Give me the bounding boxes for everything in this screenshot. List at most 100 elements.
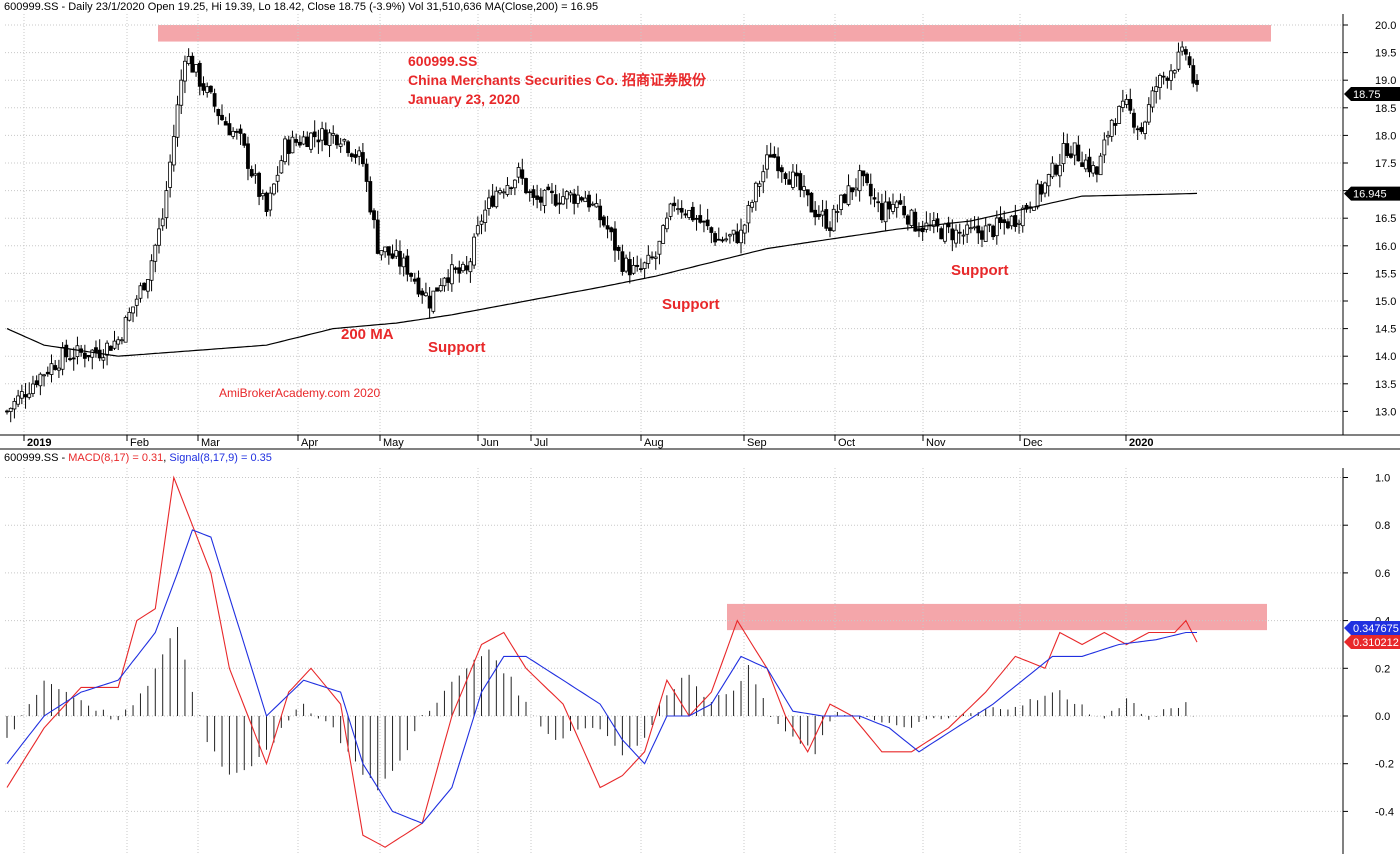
candle-body <box>954 229 958 244</box>
candle <box>924 211 929 233</box>
macd-y-tick-label: 0.2 <box>1375 663 1390 675</box>
candle-body <box>272 183 276 195</box>
candle <box>1191 58 1196 88</box>
candle <box>394 239 399 260</box>
candle-body <box>690 206 695 221</box>
candle <box>605 215 610 239</box>
candle-body <box>286 139 291 154</box>
candle <box>935 213 940 233</box>
candle-body <box>490 195 495 207</box>
candle-body <box>1102 139 1107 156</box>
candle <box>1158 73 1162 100</box>
candle-body <box>305 136 310 148</box>
candle <box>327 129 332 158</box>
candle-body <box>779 167 784 173</box>
macd-y-tick-label: -0.2 <box>1375 759 1394 771</box>
candle <box>412 272 417 285</box>
candle-body <box>1072 142 1077 156</box>
candle-body <box>312 131 317 138</box>
candle <box>694 215 699 231</box>
candle-body <box>865 173 869 184</box>
candle <box>920 220 925 242</box>
candle-body <box>194 64 198 73</box>
candle-body <box>557 202 562 205</box>
candle <box>23 383 28 409</box>
candle <box>1024 203 1029 213</box>
macd-value-badge: 0.310212 <box>1344 635 1400 649</box>
candle <box>998 206 1003 230</box>
candle-body <box>813 209 818 218</box>
candle <box>557 193 562 214</box>
candle-body <box>420 290 425 296</box>
candle <box>609 226 614 241</box>
candle <box>268 186 273 217</box>
candle-body <box>783 173 788 180</box>
candle-body <box>1183 49 1188 55</box>
candle-body <box>524 178 528 194</box>
candle-body <box>120 339 124 342</box>
candle <box>1057 153 1062 188</box>
candle <box>138 282 143 303</box>
candle <box>772 146 777 159</box>
title-date: January 23, 2020 <box>408 91 521 107</box>
candle <box>824 200 829 231</box>
candle-body <box>1154 86 1159 92</box>
price-y-tick-label: 13.5 <box>1375 379 1396 391</box>
candle-body <box>594 203 599 208</box>
candle <box>190 52 195 73</box>
candle-body <box>961 234 966 237</box>
candle-body <box>816 213 821 218</box>
candle-body <box>357 150 362 157</box>
candle-body <box>798 173 803 191</box>
candle <box>664 212 669 233</box>
candle-body <box>127 312 132 321</box>
candle-body <box>246 143 250 169</box>
candle <box>197 60 202 96</box>
candle-body <box>38 373 43 387</box>
candle <box>679 200 684 219</box>
candle <box>716 227 721 241</box>
candle <box>746 200 751 233</box>
candle-body <box>1061 143 1066 165</box>
candle <box>1035 179 1040 210</box>
candle-body <box>5 410 9 413</box>
candle <box>805 189 810 207</box>
candle-body <box>327 132 332 146</box>
candle-body <box>424 292 428 297</box>
candle <box>253 164 258 184</box>
candle-body <box>872 197 877 200</box>
candle <box>494 186 499 209</box>
candle <box>564 189 569 209</box>
candle <box>913 208 918 232</box>
candle-body <box>457 267 462 274</box>
candle-body <box>587 194 591 208</box>
x-tick-label: Feb <box>130 437 149 449</box>
candle-body <box>1143 121 1147 134</box>
candle-body <box>572 193 577 204</box>
candle-body <box>438 285 443 292</box>
candle <box>71 347 76 371</box>
candle-body <box>223 121 228 126</box>
candle <box>342 138 347 146</box>
candle <box>438 278 443 293</box>
candle <box>420 288 425 304</box>
candle <box>928 212 932 231</box>
candle <box>742 223 747 245</box>
candle-body <box>1117 105 1122 124</box>
candle-body <box>791 171 795 188</box>
candle <box>1165 76 1170 89</box>
candle <box>668 202 673 221</box>
x-tick-label: Aug <box>644 437 664 449</box>
candle <box>338 137 343 153</box>
candle-body <box>216 108 221 117</box>
candle-body <box>746 205 751 224</box>
candle <box>1183 46 1188 61</box>
candle-body <box>279 160 284 174</box>
candle <box>587 190 591 212</box>
candle <box>1143 120 1147 140</box>
candle <box>1150 86 1155 113</box>
candle-body <box>71 357 76 360</box>
candle-body <box>939 228 944 240</box>
candle-body <box>1046 174 1051 187</box>
candle <box>954 224 958 248</box>
